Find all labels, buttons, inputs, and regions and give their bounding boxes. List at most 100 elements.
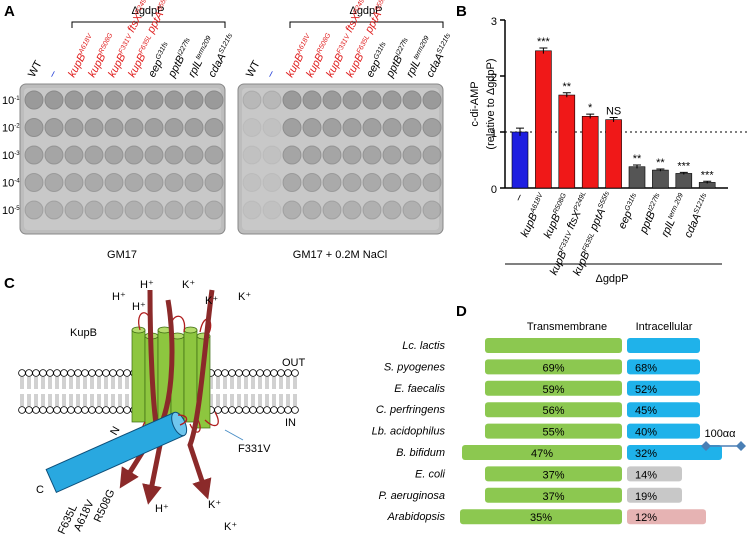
spot [422, 118, 442, 137]
transmembrane-bar [462, 445, 622, 460]
spot [402, 173, 422, 192]
spot [24, 90, 44, 110]
significance: ** [563, 81, 572, 93]
spot [322, 145, 342, 165]
intracellular-bar [627, 338, 700, 353]
identity: 12% [635, 512, 657, 524]
superscript: S55fs [597, 190, 611, 210]
lipid-head [60, 369, 68, 377]
spot [44, 200, 64, 220]
helix [131, 329, 146, 423]
identity: 19% [635, 491, 657, 503]
ion: K⁺ [182, 279, 195, 291]
plate-caption: GM17 + 0.2M NaCl [293, 249, 387, 261]
lipid-head [95, 369, 103, 377]
label-part: ftsX [564, 208, 584, 234]
spot [242, 90, 262, 110]
spot [402, 90, 422, 110]
lipid-head [221, 369, 229, 377]
spot [44, 90, 64, 110]
label-part: rplL [186, 58, 205, 80]
spot [44, 145, 64, 165]
lipid-head [235, 406, 243, 414]
intracellular-bar [627, 487, 682, 503]
spot [24, 118, 44, 137]
label-part: kupB [519, 211, 540, 239]
spot [262, 90, 282, 110]
error-bar [633, 164, 641, 169]
label-part: pptB [384, 54, 406, 81]
transmembrane-bar [485, 338, 622, 353]
label-part: rplL [404, 58, 423, 80]
lipid-head [228, 369, 236, 377]
spot [362, 90, 382, 110]
transmembrane-bar [485, 423, 622, 439]
spot [64, 118, 84, 137]
ion: K⁺ [208, 499, 221, 511]
c-domain-body [45, 411, 185, 494]
strain-group: ΔgdpP [131, 5, 164, 17]
spot [242, 200, 262, 220]
spot [282, 145, 302, 165]
lipid-head [270, 369, 278, 377]
y-tick-label: 1 [491, 128, 497, 140]
bar [675, 173, 693, 189]
superscript: -2 [14, 124, 20, 130]
label-part: WT [26, 58, 45, 79]
spot [422, 173, 442, 192]
intracellular-bar [627, 359, 700, 375]
protein-label: KupB [70, 327, 97, 339]
strain-group: ΔgdpP [349, 5, 382, 17]
superscript: R508G [98, 32, 115, 55]
spot [164, 200, 184, 220]
spot [302, 118, 322, 137]
significance: *** [701, 169, 715, 181]
spot [302, 90, 322, 110]
spot [342, 90, 362, 110]
identity: 52% [635, 384, 657, 396]
spot [382, 200, 402, 220]
lane-label: WT [244, 58, 263, 79]
identity: 47% [531, 448, 553, 460]
spot [64, 200, 84, 220]
spot [322, 173, 342, 192]
ion: H⁺ [112, 291, 126, 303]
lipid-head [39, 369, 47, 377]
dilution-label: 10-3 [2, 150, 20, 162]
transmembrane-bar [460, 509, 622, 525]
lipid-head [109, 406, 117, 414]
lipid-head [256, 406, 264, 414]
spot [184, 118, 204, 137]
spot [64, 90, 84, 110]
ion: K⁺ [238, 291, 251, 303]
lipid-head [74, 369, 82, 377]
label-part: 10 [2, 205, 14, 217]
lipid-head [53, 369, 61, 377]
identity: 32% [635, 448, 657, 460]
lipid-head [277, 369, 285, 377]
side-label: IN [285, 417, 296, 429]
spot [362, 173, 382, 192]
spot [144, 90, 164, 110]
superscript: term209 [413, 35, 431, 61]
lipid-head [88, 406, 96, 414]
organism: E. faecalis [394, 383, 445, 395]
ion: K⁺ [205, 295, 218, 307]
transmembrane-bar [485, 466, 622, 482]
lipid-head [81, 406, 89, 414]
pointer [224, 429, 244, 441]
label-part: kupB [344, 52, 366, 80]
helix-top [131, 326, 146, 334]
superscript: G31fs [155, 41, 170, 61]
label-part: eep [146, 58, 165, 80]
identity: 69% [542, 362, 564, 374]
bracket [289, 21, 444, 28]
lipid-head [102, 369, 110, 377]
spot [104, 145, 124, 165]
lipid-head [214, 369, 222, 377]
linker [177, 414, 188, 426]
spot [382, 118, 402, 137]
spot [204, 200, 224, 220]
lipid-head [249, 369, 257, 377]
identity: 59% [542, 384, 564, 396]
